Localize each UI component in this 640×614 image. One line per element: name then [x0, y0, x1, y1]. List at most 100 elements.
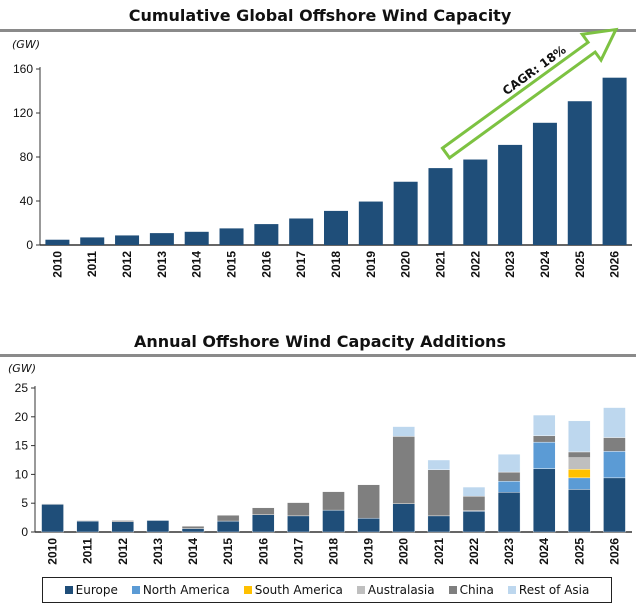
annual-x-tick-label: 2011: [81, 538, 95, 564]
legend-label: North America: [142, 583, 230, 597]
annual-bar-china-2024: [533, 435, 556, 443]
cumulative-y-tick-label: 40: [20, 194, 34, 208]
annual-x-tick-label: 2018: [327, 538, 341, 565]
cumulative-x-tick-label: 2018: [329, 251, 343, 278]
cumulative-x-tick-label: 2020: [399, 251, 413, 278]
arrow-shape: [440, 27, 619, 160]
cumulative-bar-2010: [45, 239, 70, 245]
legend-item-south-america: South America: [243, 583, 343, 597]
legend-swatch: [507, 586, 516, 594]
annual-x-tick-label: 2026: [607, 538, 621, 565]
legend-label: Europe: [75, 583, 118, 597]
annual-bar-rest-of-asia-2026: [603, 407, 626, 438]
legend-swatch: [64, 586, 73, 594]
y-unit-annual: (GW): [8, 362, 36, 375]
annual-bar-europe-2023: [497, 492, 521, 533]
annual-x-tick-label: 2010: [46, 538, 60, 565]
annual-bar-rest-of-asia-2024: [533, 414, 556, 437]
legend: Europe North America South America Australa…: [42, 577, 612, 603]
annual-bar-europe-2021: [427, 515, 451, 533]
cumulative-x-tick-label: 2013: [155, 251, 169, 278]
cumulative-bar-2019: [358, 201, 383, 245]
annual-bar-china-2022: [462, 496, 486, 511]
legend-item-australasia: Australasia: [356, 583, 435, 597]
cumulative-x-tick-label: 2019: [364, 251, 378, 278]
annual-bar-china-2017: [287, 502, 310, 517]
title-divider: [0, 354, 636, 357]
annual-bar-europe-2017: [287, 515, 310, 533]
annual-bar-rest-of-asia-2023: [497, 454, 521, 473]
legend-swatch: [243, 586, 252, 594]
annual-y-tick-label: 15: [15, 439, 29, 453]
cumulative-bar-2011: [80, 237, 105, 245]
cumulative-bar-2020: [393, 181, 418, 245]
annual-y-tick-label: 5: [21, 496, 28, 510]
annual-bar-europe-2025: [568, 489, 591, 533]
annual-x-tick-label: 2025: [572, 538, 586, 565]
cumulative-x-tick-label: 2014: [190, 251, 204, 278]
annual-bar-europe-2016: [252, 514, 275, 533]
annual-bar-china-2025: [568, 451, 591, 458]
annual-x-tick-label: 2022: [467, 538, 481, 565]
legend-label: Rest of Asia: [518, 583, 590, 597]
cumulative-bar-2014: [184, 231, 209, 245]
cagr-arrow: CAGR: 18%: [440, 27, 619, 160]
cumulative-bar-2024: [532, 122, 557, 245]
cumulative-bar-2022: [463, 159, 488, 245]
annual-bar-europe-2011: [76, 520, 99, 533]
annual-x-tick-label: 2012: [116, 538, 130, 565]
annual-x-tick-label: 2024: [537, 538, 551, 565]
annual-bar-china-2023: [497, 471, 521, 482]
annual-x-tick-label: 2019: [362, 538, 376, 565]
annual-bar-north-america-2026: [603, 451, 626, 479]
annual-bar-europe-2022: [462, 511, 486, 533]
annual-bar-china-2016: [252, 507, 275, 515]
annual-bar-north-america-2023: [497, 481, 521, 493]
annual-bar-china-2014: [181, 526, 205, 529]
cumulative-x-tick-label: 2012: [120, 251, 134, 278]
chart-title-annual: Annual Offshore Wind Capacity Additions: [134, 332, 506, 351]
annual-bar-europe-2020: [392, 503, 415, 533]
annual-x-tick-label: 2021: [432, 538, 446, 565]
cumulative-x-tick-label: 2021: [433, 251, 447, 278]
cumulative-x-tick-label: 2023: [503, 251, 517, 278]
annual-x-tick-label: 2017: [291, 538, 305, 565]
cumulative-bar-2013: [149, 233, 174, 245]
annual-bar-china-2026: [603, 437, 626, 452]
annual-bar-australasia-2025: [568, 457, 591, 470]
annual-y-tick-label: 10: [15, 467, 29, 481]
annual-x-tick-label: 2014: [186, 538, 200, 565]
legend-label: South America: [254, 583, 343, 597]
annual-bar-europe-2019: [357, 517, 380, 533]
legend-label: China: [459, 583, 494, 597]
cumulative-bar-2018: [324, 210, 348, 245]
annual-bar-china-2020: [392, 436, 415, 504]
annual-bar-south-america-2025: [568, 469, 591, 479]
legend-label: Australasia: [367, 583, 435, 597]
cumulative-bar-2026: [602, 77, 627, 245]
cumulative-y-tick-label: 160: [13, 62, 33, 76]
legend-item-europe: Europe: [64, 583, 118, 597]
cumulative-bar-2012: [115, 235, 140, 245]
annual-bar-europe-2026: [603, 477, 626, 533]
chart-title-cumulative: Cumulative Global Offshore Wind Capacity: [128, 6, 512, 25]
annual-bar-north-america-2024: [533, 441, 556, 469]
cumulative-bar-2016: [254, 224, 279, 245]
legend-item-rest-of-asia: Rest of Asia: [507, 583, 590, 597]
annual-bar-europe-2010: [41, 504, 64, 533]
annual-bar-china-2015: [216, 515, 240, 522]
annual-y-tick-label: 0: [21, 525, 28, 539]
annual-bar-china-2012: [111, 520, 134, 522]
cumulative-y-tick-label: 80: [20, 150, 34, 164]
annual-bar-north-america-2025: [568, 477, 591, 490]
annual-bar-china-2018: [322, 491, 345, 511]
annual-x-tick-label: 2015: [221, 538, 235, 565]
cumulative-x-tick-label: 2011: [85, 251, 99, 277]
cumulative-x-tick-label: 2025: [573, 251, 587, 278]
cumulative-x-tick-label: 2022: [468, 251, 482, 278]
legend-swatch: [356, 586, 365, 594]
annual-x-tick-label: 2020: [397, 538, 411, 565]
annual-bar-europe-2015: [216, 520, 240, 533]
title-divider: [0, 29, 636, 32]
